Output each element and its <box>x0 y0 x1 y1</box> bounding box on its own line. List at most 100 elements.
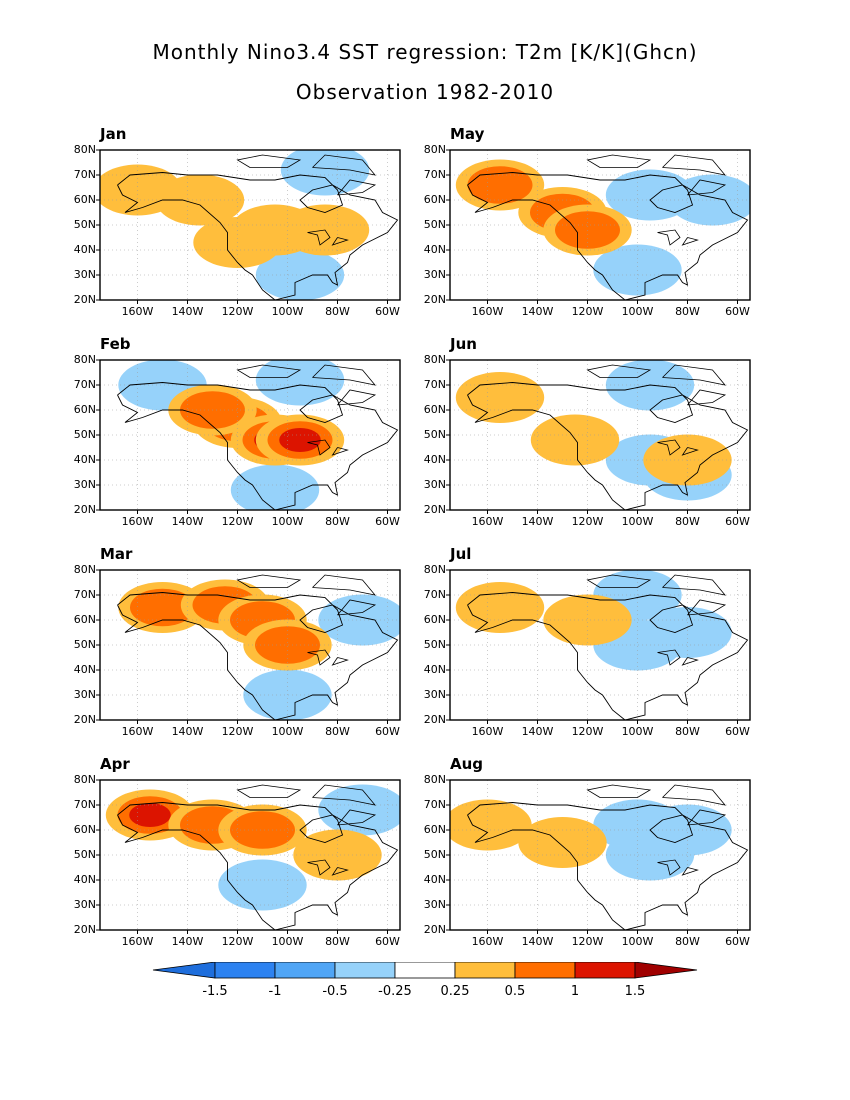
lon-tick-label: 140W <box>521 725 554 738</box>
lat-tick-label: 40N <box>423 663 446 676</box>
lat-tick-label: 20N <box>73 713 96 726</box>
lon-tick-label: 120W <box>221 725 254 738</box>
panel-month-label: May <box>450 125 485 143</box>
coastline <box>117 802 399 930</box>
map-panel-may: May 80N 70N 60N 50N 40N 30N 20N 160W 140W 120W 100W… <box>424 125 751 318</box>
warm-anomaly-area <box>518 817 607 868</box>
coastline <box>467 592 749 720</box>
lon-tick-label: 60W <box>725 515 750 528</box>
coastline <box>467 382 749 510</box>
lat-tick-label: 40N <box>73 243 96 256</box>
map-panel-jul: Jul 80N 70N 60N 50N 40N 30N 20N 160W 140W 120W 100W… <box>424 545 751 738</box>
lat-tick-label: 20N <box>73 503 96 516</box>
lon-tick-label: 120W <box>221 515 254 528</box>
colorbar <box>152 962 698 979</box>
lat-tick-label: 50N <box>73 848 96 861</box>
cold-anomaly-area <box>230 464 320 510</box>
lon-tick-label: 80W <box>325 515 350 528</box>
lat-tick-label: 70N <box>73 378 96 391</box>
map-may <box>446 149 751 304</box>
colorbar-right-arrow <box>634 962 698 979</box>
lat-tick-label: 70N <box>423 798 446 811</box>
lat-tick-label: 80N <box>423 353 446 366</box>
lat-tick-label: 40N <box>73 453 96 466</box>
panel-month-label: Jul <box>450 545 472 563</box>
warm-anomaly-area <box>129 803 171 827</box>
colorbar-level-label: 0.25 <box>440 984 470 999</box>
lat-tick-label: 80N <box>73 353 96 366</box>
lat-tick-label: 20N <box>73 923 96 936</box>
map-panel-jun: Jun 80N 70N 60N 50N 40N 30N 20N 160W 140W 120W 100W… <box>424 335 751 528</box>
lon-tick-label: 60W <box>375 725 400 738</box>
map-panel-feb: Feb 80N 70N 60N 50N 40N 30N 20N 160W 140W 120W 100W… <box>74 335 401 528</box>
lon-tick-label: 60W <box>375 515 400 528</box>
lon-tick-label: 100W <box>621 725 654 738</box>
map-apr <box>96 779 401 934</box>
lat-tick-label: 60N <box>423 823 446 836</box>
lon-tick-label: 120W <box>571 935 604 948</box>
lon-tick-label: 80W <box>675 305 700 318</box>
lon-tick-label: 140W <box>171 935 204 948</box>
lon-tick-label: 60W <box>725 935 750 948</box>
lat-tick-label: 70N <box>73 798 96 811</box>
lon-tick-label: 140W <box>521 935 554 948</box>
cold-anomaly-area <box>280 150 370 196</box>
colorbar-level-label: -0.25 <box>378 984 412 999</box>
colorbar-segment <box>514 962 576 979</box>
coastline <box>117 172 399 300</box>
lat-tick-label: 30N <box>73 898 96 911</box>
lon-tick-label: 100W <box>621 515 654 528</box>
lon-tick-label: 120W <box>571 305 604 318</box>
lat-tick-label: 70N <box>73 168 96 181</box>
lon-tick-label: 160W <box>471 515 504 528</box>
lat-tick-label: 30N <box>73 478 96 491</box>
lat-tick-label: 70N <box>73 588 96 601</box>
map-panel-mar: Mar 80N 70N 60N 50N 40N 30N 20N 160W 140W 120W 100W… <box>74 545 401 738</box>
lat-tick-label: 60N <box>73 613 96 626</box>
map-jul <box>446 569 751 724</box>
lon-tick-label: 80W <box>675 725 700 738</box>
figure-subtitle: Observation 1982-2010 <box>295 80 555 104</box>
lon-tick-label: 60W <box>725 305 750 318</box>
warm-anomaly-area <box>543 594 632 646</box>
lat-tick-label: 60N <box>73 403 96 416</box>
lon-tick-label: 80W <box>325 935 350 948</box>
lat-tick-label: 30N <box>73 268 96 281</box>
lon-tick-label: 140W <box>171 515 204 528</box>
lon-tick-label: 100W <box>621 305 654 318</box>
lat-tick-label: 50N <box>73 428 96 441</box>
map-aug <box>446 779 751 934</box>
lat-tick-label: 20N <box>423 713 446 726</box>
coastline <box>467 802 749 930</box>
colorbar-segment <box>334 962 396 979</box>
warm-anomaly-area <box>130 588 195 627</box>
lon-tick-label: 140W <box>171 305 204 318</box>
map-panel-jan: Jan 80N 70N 60N 50N 40N 30N 20N 160W 140W 120W 100W… <box>74 125 401 318</box>
lon-tick-label: 120W <box>571 725 604 738</box>
lat-tick-label: 50N <box>73 638 96 651</box>
lat-tick-label: 80N <box>423 773 446 786</box>
lat-tick-label: 80N <box>423 143 446 156</box>
colorbar-level-label: -0.5 <box>322 984 348 999</box>
lon-tick-label: 120W <box>221 305 254 318</box>
cold-anomaly-area <box>255 360 345 406</box>
panel-month-label: Apr <box>100 755 130 773</box>
lon-tick-label: 160W <box>121 935 154 948</box>
lat-tick-label: 20N <box>423 293 446 306</box>
lon-tick-label: 60W <box>375 305 400 318</box>
lat-tick-label: 20N <box>73 293 96 306</box>
lat-tick-label: 50N <box>423 428 446 441</box>
lon-tick-label: 100W <box>271 725 304 738</box>
lon-tick-label: 80W <box>325 725 350 738</box>
lon-tick-label: 60W <box>375 935 400 948</box>
map-jan <box>96 149 401 304</box>
colorbar-segment <box>274 962 336 979</box>
lat-tick-label: 30N <box>423 898 446 911</box>
lon-tick-label: 160W <box>121 725 154 738</box>
lat-tick-label: 80N <box>73 563 96 576</box>
lon-tick-label: 80W <box>675 515 700 528</box>
map-feb <box>96 359 401 514</box>
lon-tick-label: 80W <box>325 305 350 318</box>
lon-tick-label: 160W <box>121 305 154 318</box>
panel-month-label: Jan <box>100 125 127 143</box>
